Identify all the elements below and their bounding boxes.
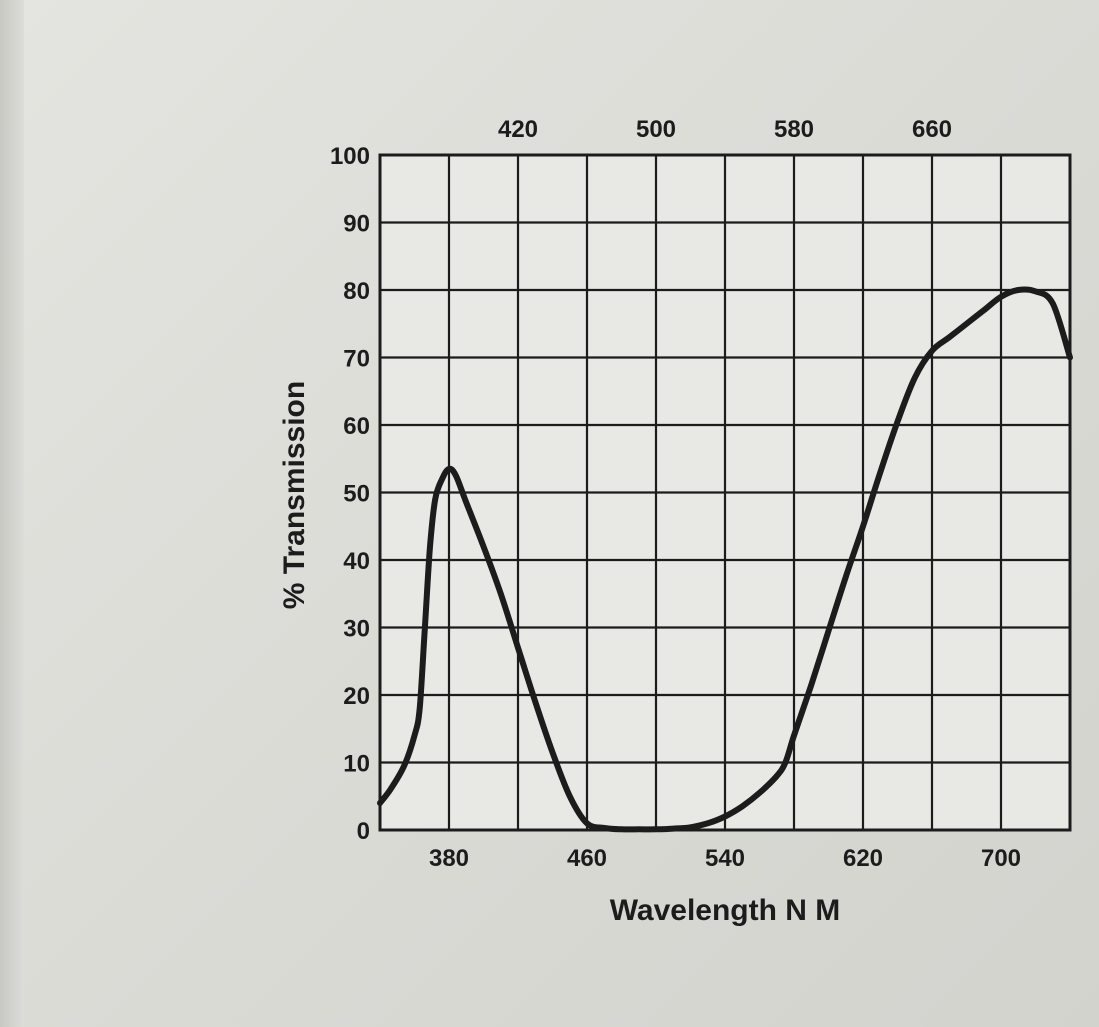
y-tick-label: 20 bbox=[343, 683, 370, 710]
y-tick-label: 70 bbox=[343, 346, 370, 373]
y-tick-label: 50 bbox=[343, 481, 370, 508]
x-tick-labels-bottom: 380 460 540 620 700 bbox=[429, 845, 1021, 872]
x-tick-label-bottom: 460 bbox=[567, 845, 607, 872]
y-tick-label: 0 bbox=[357, 818, 370, 845]
x-tick-label-bottom: 700 bbox=[981, 845, 1021, 872]
y-tick-labels: 0 10 20 30 40 50 60 70 80 90 100 bbox=[330, 143, 370, 845]
x-tick-label-top: 580 bbox=[774, 116, 814, 143]
y-tick-label: 100 bbox=[330, 143, 370, 170]
x-tick-labels-top: 420 500 580 660 bbox=[498, 116, 952, 143]
x-tick-label-bottom: 540 bbox=[705, 845, 745, 872]
series-line-transmission bbox=[377, 286, 1073, 833]
x-axis-title: Wavelength N M bbox=[610, 894, 841, 927]
x-tick-label-bottom: 380 bbox=[429, 845, 469, 872]
plot-frame bbox=[378, 153, 1072, 832]
y-tick-label: 90 bbox=[343, 211, 370, 238]
x-tick-label-bottom: 620 bbox=[843, 845, 883, 872]
y-tick-label: 10 bbox=[343, 751, 370, 778]
y-tick-label: 80 bbox=[343, 278, 370, 305]
x-tick-label-top: 660 bbox=[912, 116, 952, 143]
x-tick-label-top: 500 bbox=[636, 116, 676, 143]
y-tick-label: 60 bbox=[343, 413, 370, 440]
grid-lines bbox=[380, 155, 1070, 830]
x-tick-label-top: 420 bbox=[498, 116, 538, 143]
y-axis-title: % Transmission bbox=[278, 381, 311, 609]
y-tick-label: 40 bbox=[343, 548, 370, 575]
paper-edge bbox=[0, 0, 24, 1027]
y-tick-label: 30 bbox=[343, 616, 370, 643]
